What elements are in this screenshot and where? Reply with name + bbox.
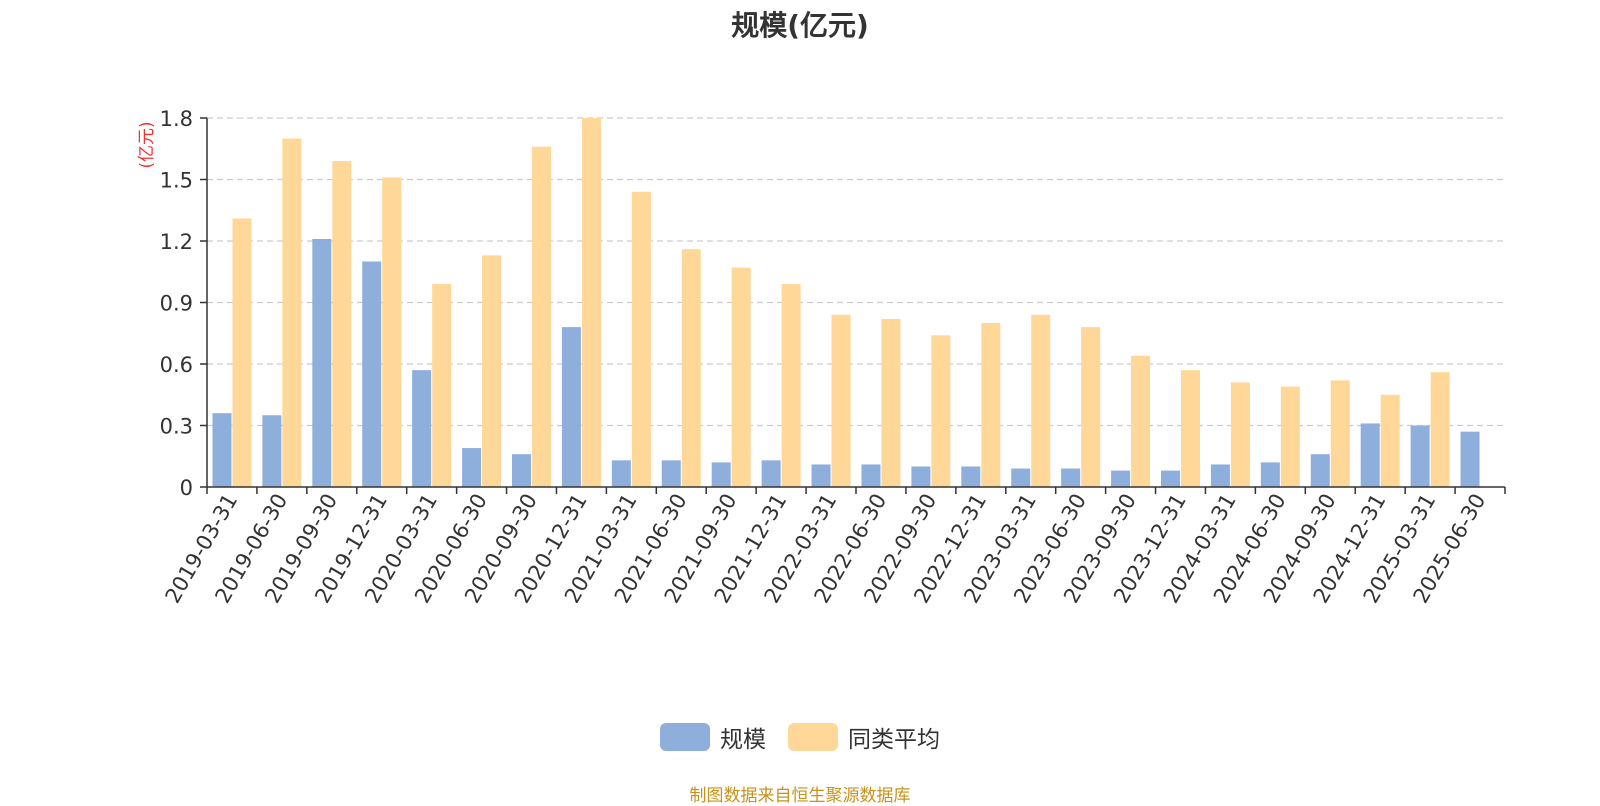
bar-peer-average bbox=[1280, 386, 1300, 487]
legend-item-scale[interactable]: 规模 bbox=[660, 720, 766, 754]
source-note: 制图数据来自恒生聚源数据库 bbox=[689, 786, 911, 806]
bar-peer-average bbox=[1131, 355, 1151, 487]
chart-title: 规模(亿元) bbox=[731, 9, 869, 42]
y-tick-label: 0 bbox=[180, 476, 193, 500]
bar-scale bbox=[1360, 423, 1380, 487]
bar-scale bbox=[711, 462, 731, 487]
bar-peer-average bbox=[981, 323, 1001, 487]
bar-peer-average bbox=[1430, 372, 1450, 487]
bar-peer-average bbox=[1380, 394, 1400, 487]
y-axis-label: (亿元) bbox=[137, 121, 157, 168]
bar-peer-average bbox=[1031, 314, 1051, 487]
bar-scale bbox=[611, 460, 631, 487]
bar-scale bbox=[212, 413, 232, 487]
bar-peer-average bbox=[581, 118, 601, 487]
bar-scale bbox=[1161, 470, 1180, 487]
y-tick-label: 1.2 bbox=[160, 230, 193, 254]
bar-scale bbox=[811, 464, 831, 487]
bar-scale bbox=[1410, 425, 1430, 487]
bar-peer-average bbox=[282, 138, 302, 487]
legend-item-peer-average[interactable]: 同类平均 bbox=[788, 720, 940, 754]
bar-peer-average bbox=[731, 267, 751, 487]
bar-peer-average bbox=[232, 218, 252, 487]
bars bbox=[212, 118, 1480, 488]
gridlines bbox=[207, 117, 1505, 427]
bar-scale bbox=[262, 415, 282, 487]
bar-peer-average bbox=[881, 318, 901, 487]
bar-peer-average bbox=[482, 255, 502, 487]
y-tick-label: 0.9 bbox=[160, 292, 193, 316]
bar-scale bbox=[362, 261, 382, 487]
y-tick-label: 0.3 bbox=[160, 415, 193, 439]
bar-scale bbox=[911, 466, 931, 487]
bar-scale bbox=[561, 327, 581, 487]
bar-peer-average bbox=[432, 284, 452, 487]
bar-peer-average bbox=[931, 335, 951, 487]
bar-peer-average bbox=[332, 161, 352, 488]
bar-peer-average bbox=[681, 249, 701, 487]
legend-swatch-scale bbox=[660, 723, 710, 751]
bar-scale bbox=[861, 464, 881, 487]
bar-scale bbox=[761, 460, 781, 487]
bar-scale bbox=[1061, 468, 1081, 487]
bar-peer-average bbox=[1330, 380, 1350, 487]
bar-scale bbox=[1210, 464, 1230, 487]
bar-peer-average bbox=[631, 191, 651, 488]
legend-label-peer-average: 同类平均 bbox=[848, 727, 940, 753]
bar-peer-average bbox=[781, 284, 801, 487]
y-tick-label: 0.6 bbox=[160, 353, 193, 377]
legend-label-scale: 规模 bbox=[720, 727, 766, 753]
bar-scale bbox=[312, 238, 332, 487]
bar-scale bbox=[1111, 470, 1131, 487]
bar-scale bbox=[1310, 454, 1330, 487]
bar-peer-average bbox=[532, 146, 551, 487]
bar-scale bbox=[661, 460, 681, 487]
bar-peer-average bbox=[1230, 382, 1250, 487]
bar-scale bbox=[1460, 431, 1480, 487]
bar-scale bbox=[462, 448, 482, 487]
bar-peer-average bbox=[1181, 370, 1200, 487]
bar-scale bbox=[412, 370, 432, 487]
bar-peer-average bbox=[382, 177, 402, 487]
bar-peer-average bbox=[1081, 327, 1101, 487]
y-tick-label: 1.8 bbox=[160, 107, 193, 131]
bar-scale bbox=[512, 454, 531, 487]
bar-scale bbox=[1260, 462, 1280, 487]
legend-swatch-peer-average bbox=[788, 723, 838, 751]
bar-scale bbox=[961, 466, 981, 487]
bar-peer-average bbox=[831, 314, 851, 487]
y-tick-label: 1.5 bbox=[160, 169, 193, 193]
bar-scale bbox=[1011, 468, 1031, 487]
chart-legend: 规模 同类平均 bbox=[0, 720, 1600, 754]
